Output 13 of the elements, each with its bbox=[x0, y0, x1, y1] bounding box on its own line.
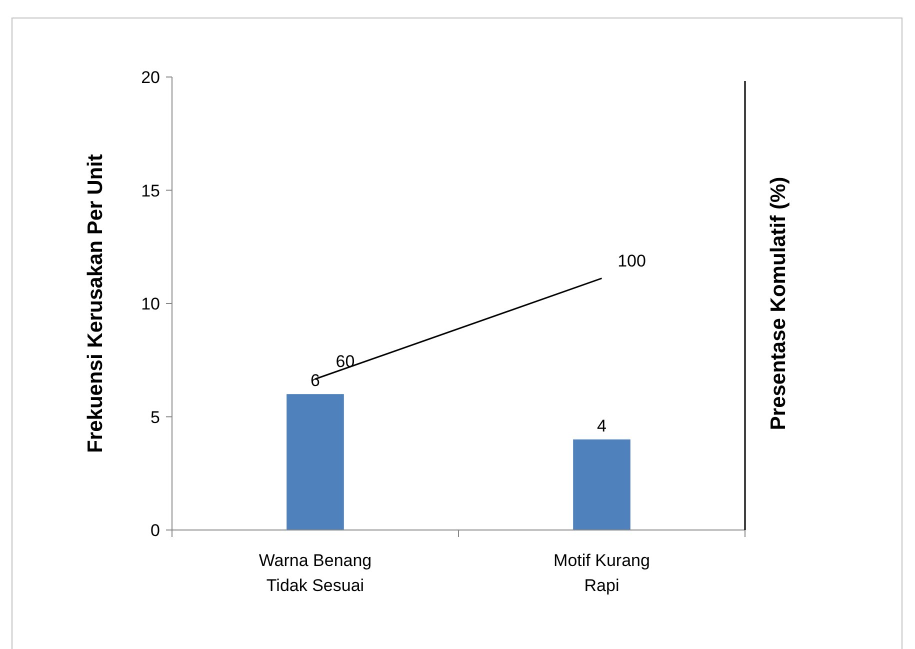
y-tick-label: 5 bbox=[150, 408, 160, 427]
y-tick-label: 20 bbox=[141, 68, 160, 87]
y-tick-label: 15 bbox=[141, 181, 160, 200]
x-tick-label: Warna Benang Tidak Sesuai bbox=[258, 551, 372, 595]
y2-axis-title: Presentase Komulatif (%) bbox=[767, 176, 790, 430]
x-tick-label: Motif Kurang Rapi bbox=[554, 551, 650, 595]
data-label: 100 bbox=[618, 251, 646, 270]
y-axis-title: Frekuensi Kerusakan Per Unit bbox=[84, 154, 107, 453]
data-label: 4 bbox=[597, 416, 606, 436]
data-label: 6 bbox=[310, 371, 320, 390]
y-tick-label: 10 bbox=[141, 294, 160, 314]
data-label: 60 bbox=[336, 352, 355, 371]
y-tick-label: 0 bbox=[150, 521, 160, 540]
